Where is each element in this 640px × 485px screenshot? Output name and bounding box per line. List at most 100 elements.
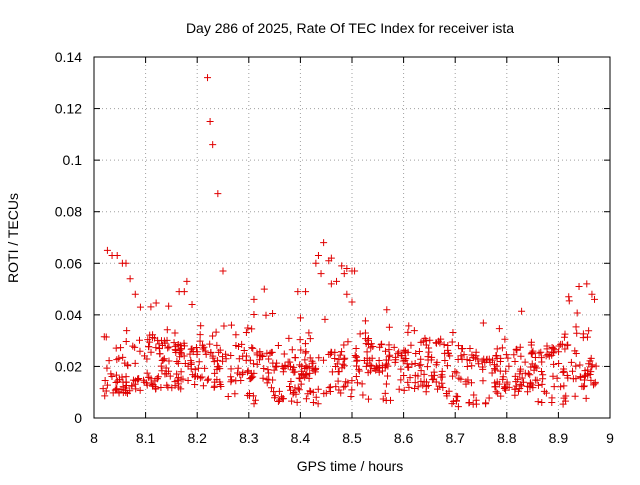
data-point bbox=[430, 368, 438, 376]
data-point bbox=[256, 348, 264, 356]
data-point bbox=[203, 376, 211, 384]
data-point bbox=[248, 344, 256, 352]
data-point bbox=[253, 349, 261, 357]
data-point bbox=[364, 369, 372, 377]
data-point bbox=[469, 400, 477, 408]
data-point bbox=[549, 372, 557, 380]
data-point bbox=[584, 366, 592, 374]
data-point bbox=[165, 343, 173, 351]
grid-layer bbox=[94, 57, 610, 418]
data-point bbox=[433, 339, 441, 347]
data-point bbox=[271, 394, 279, 402]
data-point bbox=[160, 355, 168, 363]
data-point bbox=[163, 336, 171, 344]
data-point bbox=[564, 341, 572, 349]
data-point bbox=[587, 354, 595, 362]
data-point bbox=[102, 387, 110, 395]
data-point bbox=[491, 366, 499, 374]
data-point bbox=[210, 358, 218, 366]
data-point bbox=[305, 329, 313, 337]
x-tick-label: 8.5 bbox=[342, 430, 362, 446]
data-point bbox=[479, 365, 487, 373]
points-layer bbox=[99, 74, 600, 411]
data-point bbox=[177, 345, 185, 353]
data-point bbox=[278, 362, 286, 370]
data-point bbox=[286, 358, 294, 366]
data-point bbox=[309, 398, 317, 406]
data-point bbox=[576, 361, 584, 369]
data-point bbox=[338, 348, 346, 356]
data-point bbox=[588, 290, 596, 298]
data-point bbox=[140, 378, 148, 386]
data-point bbox=[451, 368, 459, 376]
data-point bbox=[159, 341, 167, 349]
data-point bbox=[214, 190, 222, 198]
data-point bbox=[494, 389, 502, 397]
data-point bbox=[145, 373, 153, 381]
data-point bbox=[478, 357, 486, 365]
data-point bbox=[352, 345, 360, 353]
data-point bbox=[511, 357, 519, 365]
data-point bbox=[422, 341, 430, 349]
data-point bbox=[270, 366, 278, 374]
data-point bbox=[101, 392, 109, 400]
data-point bbox=[353, 362, 361, 370]
data-point bbox=[348, 377, 356, 385]
data-point bbox=[355, 367, 363, 375]
data-point bbox=[513, 346, 521, 354]
data-point bbox=[398, 351, 406, 359]
data-point bbox=[462, 378, 470, 386]
data-point bbox=[255, 356, 263, 364]
data-point bbox=[521, 358, 529, 366]
data-point bbox=[518, 307, 526, 315]
data-point bbox=[437, 335, 445, 343]
data-point bbox=[564, 374, 572, 382]
data-point bbox=[103, 246, 111, 254]
data-point bbox=[196, 331, 204, 339]
data-point bbox=[338, 262, 346, 270]
data-point bbox=[234, 364, 242, 372]
data-point bbox=[586, 371, 594, 379]
y-tick-label: 0.08 bbox=[55, 204, 82, 220]
data-point bbox=[269, 376, 277, 384]
data-point bbox=[495, 380, 503, 388]
data-point bbox=[232, 331, 240, 339]
y-tick-label: 0.02 bbox=[55, 358, 82, 374]
data-point bbox=[122, 259, 130, 267]
data-point bbox=[348, 298, 356, 306]
data-point bbox=[463, 363, 471, 371]
data-point bbox=[502, 351, 510, 359]
data-point bbox=[131, 343, 139, 351]
data-point bbox=[518, 374, 526, 382]
data-point bbox=[591, 380, 599, 388]
data-point bbox=[571, 392, 579, 400]
data-point bbox=[337, 389, 345, 397]
data-point bbox=[145, 343, 153, 351]
data-point bbox=[274, 397, 282, 405]
data-point bbox=[385, 341, 393, 349]
data-point bbox=[465, 399, 473, 407]
data-point bbox=[458, 344, 466, 352]
data-point bbox=[272, 363, 280, 371]
data-point bbox=[555, 342, 563, 350]
data-point bbox=[412, 350, 420, 358]
data-point bbox=[301, 373, 309, 381]
data-point bbox=[113, 356, 121, 364]
data-point bbox=[559, 368, 567, 376]
data-point bbox=[173, 370, 181, 378]
data-point bbox=[499, 375, 507, 383]
data-point bbox=[592, 362, 600, 370]
data-point bbox=[503, 378, 511, 386]
data-point bbox=[126, 275, 134, 283]
data-point bbox=[122, 378, 130, 386]
data-point bbox=[405, 363, 413, 371]
data-point bbox=[428, 353, 436, 361]
data-point bbox=[187, 357, 195, 365]
data-point bbox=[259, 353, 267, 361]
data-point bbox=[157, 362, 165, 370]
data-point bbox=[321, 315, 329, 323]
data-point bbox=[152, 344, 160, 352]
data-point bbox=[105, 357, 113, 365]
data-point bbox=[582, 394, 590, 402]
data-point bbox=[198, 373, 206, 381]
